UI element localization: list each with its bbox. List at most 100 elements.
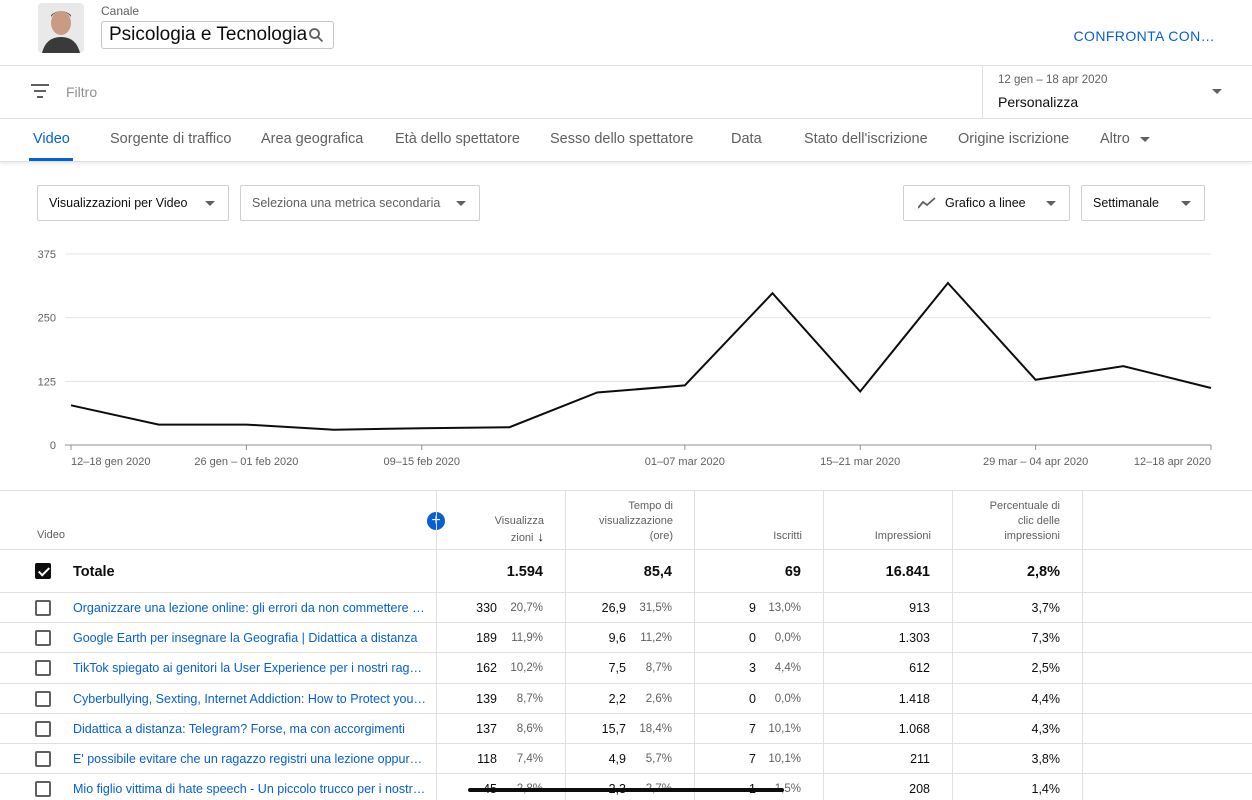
y-tick-label: 125 (38, 376, 56, 388)
channel-selector[interactable]: Psicologia e Tecnologia (101, 21, 334, 49)
chart-type-label: Grafico a linee (945, 196, 1026, 210)
search-icon[interactable] (308, 27, 324, 43)
scroll-indicator[interactable] (468, 788, 784, 792)
column-header-views[interactable]: Visualizza zioni ↓ (437, 491, 544, 550)
dimension-tabs: Video Sorgente di traffico Area geografi… (0, 119, 1252, 162)
caret-down-icon (1212, 89, 1222, 94)
total-row: Totale 1.594 85,4 69 16.841 2,8% (0, 550, 1252, 593)
data-point[interactable] (329, 425, 339, 435)
tab-traffic-source[interactable]: Sorgente di traffico (110, 131, 232, 147)
tab-viewer-age[interactable]: Età dello spettatore (395, 131, 520, 147)
data-point[interactable] (1206, 383, 1216, 393)
channel-avatar[interactable] (38, 3, 84, 53)
row-views-pct: 10,2% (510, 662, 543, 675)
data-point[interactable] (1031, 375, 1041, 385)
column-header-impressions[interactable]: Impressioni (824, 491, 931, 550)
column-header-subscribers[interactable]: Iscritti (695, 491, 802, 550)
data-point[interactable] (504, 422, 514, 432)
column-header-ctr[interactable]: Percentuale di clic delle impressioni (953, 491, 1060, 550)
tab-date[interactable]: Data (731, 131, 762, 147)
data-point[interactable] (1118, 361, 1128, 371)
tab-geography[interactable]: Area geografica (261, 131, 364, 147)
data-point[interactable] (768, 288, 778, 298)
row-views: 162 (476, 661, 497, 676)
data-point[interactable] (241, 420, 251, 430)
impr-header: Impressioni (874, 530, 931, 542)
row-checkbox[interactable] (35, 781, 51, 798)
data-point[interactable] (417, 423, 427, 433)
row-subscribers: 3 (749, 661, 756, 676)
video-title-link[interactable]: E' possibile evitare che un ragazzo regi… (73, 752, 428, 766)
video-title-link[interactable]: Mio figlio vittima di hate speech - Un p… (73, 782, 428, 797)
date-range-picker[interactable]: 12 gen – 18 apr 2020 Personalizza (982, 66, 1252, 119)
x-tick-label: 12–18 apr 2020 (1134, 456, 1211, 468)
ctr-header-line3: impressioni (1004, 530, 1060, 542)
table-row: Organizzare una lezione online: gli erro… (0, 593, 1252, 624)
total-checkbox[interactable] (35, 563, 51, 579)
compare-button[interactable]: CONFRONTA CON… (1073, 28, 1215, 44)
metric-dropdown[interactable]: Visualizzazioni per Video (37, 185, 229, 221)
total-subscribers: 69 (784, 564, 801, 580)
date-preset: Personalizza (998, 94, 1079, 110)
x-tick-label: 12–18 gen 2020 (71, 456, 151, 468)
date-range-text: 12 gen – 18 apr 2020 (998, 74, 1108, 86)
chart-type-dropdown[interactable]: Grafico a linee (903, 185, 1070, 221)
row-checkbox[interactable] (35, 630, 51, 647)
row-impressions: 1.418 (898, 691, 930, 706)
row-ctr: 3,8% (1031, 752, 1061, 766)
total-watch-time: 85,4 (643, 564, 672, 580)
row-views: 118 (477, 752, 497, 766)
video-title-link[interactable]: Didattica a distanza: Telegram? Forse, m… (73, 721, 405, 736)
row-impressions: 1.068 (898, 721, 930, 736)
interval-dropdown[interactable]: Settimanale (1081, 185, 1205, 221)
views-series-line[interactable] (70, 281, 1212, 431)
data-point[interactable] (592, 388, 602, 398)
row-views-pct: 7,4% (516, 753, 543, 765)
row-checkbox[interactable] (35, 690, 51, 707)
x-tick-label: 29 mar – 04 apr 2020 (983, 456, 1088, 468)
video-title-link[interactable]: Cyberbullying, Sexting, Internet Addicti… (73, 691, 428, 706)
x-tick-label: 09–15 feb 2020 (384, 456, 460, 468)
video-title-link[interactable]: TikTok spiegato ai genitori la User Expe… (73, 661, 428, 676)
column-header-watch-time[interactable]: Tempo di visualizzazione (ore) (566, 491, 673, 550)
total-views: 1.594 (506, 564, 543, 580)
row-views-pct: 11,9% (511, 632, 543, 645)
filter-icon[interactable] (31, 84, 49, 98)
row-impressions: 913 (909, 601, 930, 615)
tab-viewer-gender[interactable]: Sesso dello spettatore (550, 131, 694, 147)
data-point[interactable] (855, 387, 865, 397)
caret-down-icon (1181, 201, 1191, 206)
row-checkbox[interactable] (35, 600, 51, 616)
caret-down-icon (1046, 201, 1056, 206)
caret-down-icon (1139, 136, 1150, 142)
row-subscribers: 0 (749, 691, 756, 706)
video-title-link[interactable]: Organizzare una lezione online: gli erro… (73, 601, 428, 615)
tab-subscription-source[interactable]: Origine iscrizione (958, 131, 1070, 147)
table-row: Google Earth per insegnare la Geografia … (0, 623, 1252, 654)
data-point[interactable] (943, 278, 953, 288)
watch-header-line2: visualizzazione (599, 515, 673, 527)
table-row: TikTok spiegato ai genitori la User Expe… (0, 653, 1252, 684)
table-header: Video + Visualizza zioni↓ Tempo di visua… (0, 491, 1252, 550)
tab-more[interactable]: Altro (1100, 131, 1150, 147)
y-tick-label: 250 (38, 313, 56, 325)
secondary-metric-label: Seleziona una metrica secondaria (252, 196, 441, 210)
data-point[interactable] (680, 380, 690, 390)
row-watch-time: 26,9 (601, 601, 626, 615)
filter-input[interactable]: Filtro (66, 84, 98, 100)
tab-more-label: Altro (1100, 131, 1130, 147)
row-subscribers-pct: 1,5% (774, 783, 801, 796)
row-impressions: 612 (909, 661, 930, 676)
video-title-link[interactable]: Google Earth per insegnare la Geografia … (73, 631, 418, 646)
row-subscribers: 0 (749, 631, 756, 646)
row-checkbox[interactable] (35, 751, 51, 767)
watch-header-line3: (ore) (649, 530, 673, 542)
data-point[interactable] (66, 400, 76, 410)
data-point[interactable] (154, 420, 164, 430)
row-checkbox[interactable] (35, 720, 51, 737)
row-checkbox[interactable] (35, 660, 51, 677)
column-divider (694, 491, 695, 800)
tab-video[interactable]: Video (33, 131, 70, 147)
tab-subscription-status[interactable]: Stato dell'iscrizione (804, 131, 928, 147)
secondary-metric-dropdown[interactable]: Seleziona una metrica secondaria (240, 185, 480, 221)
